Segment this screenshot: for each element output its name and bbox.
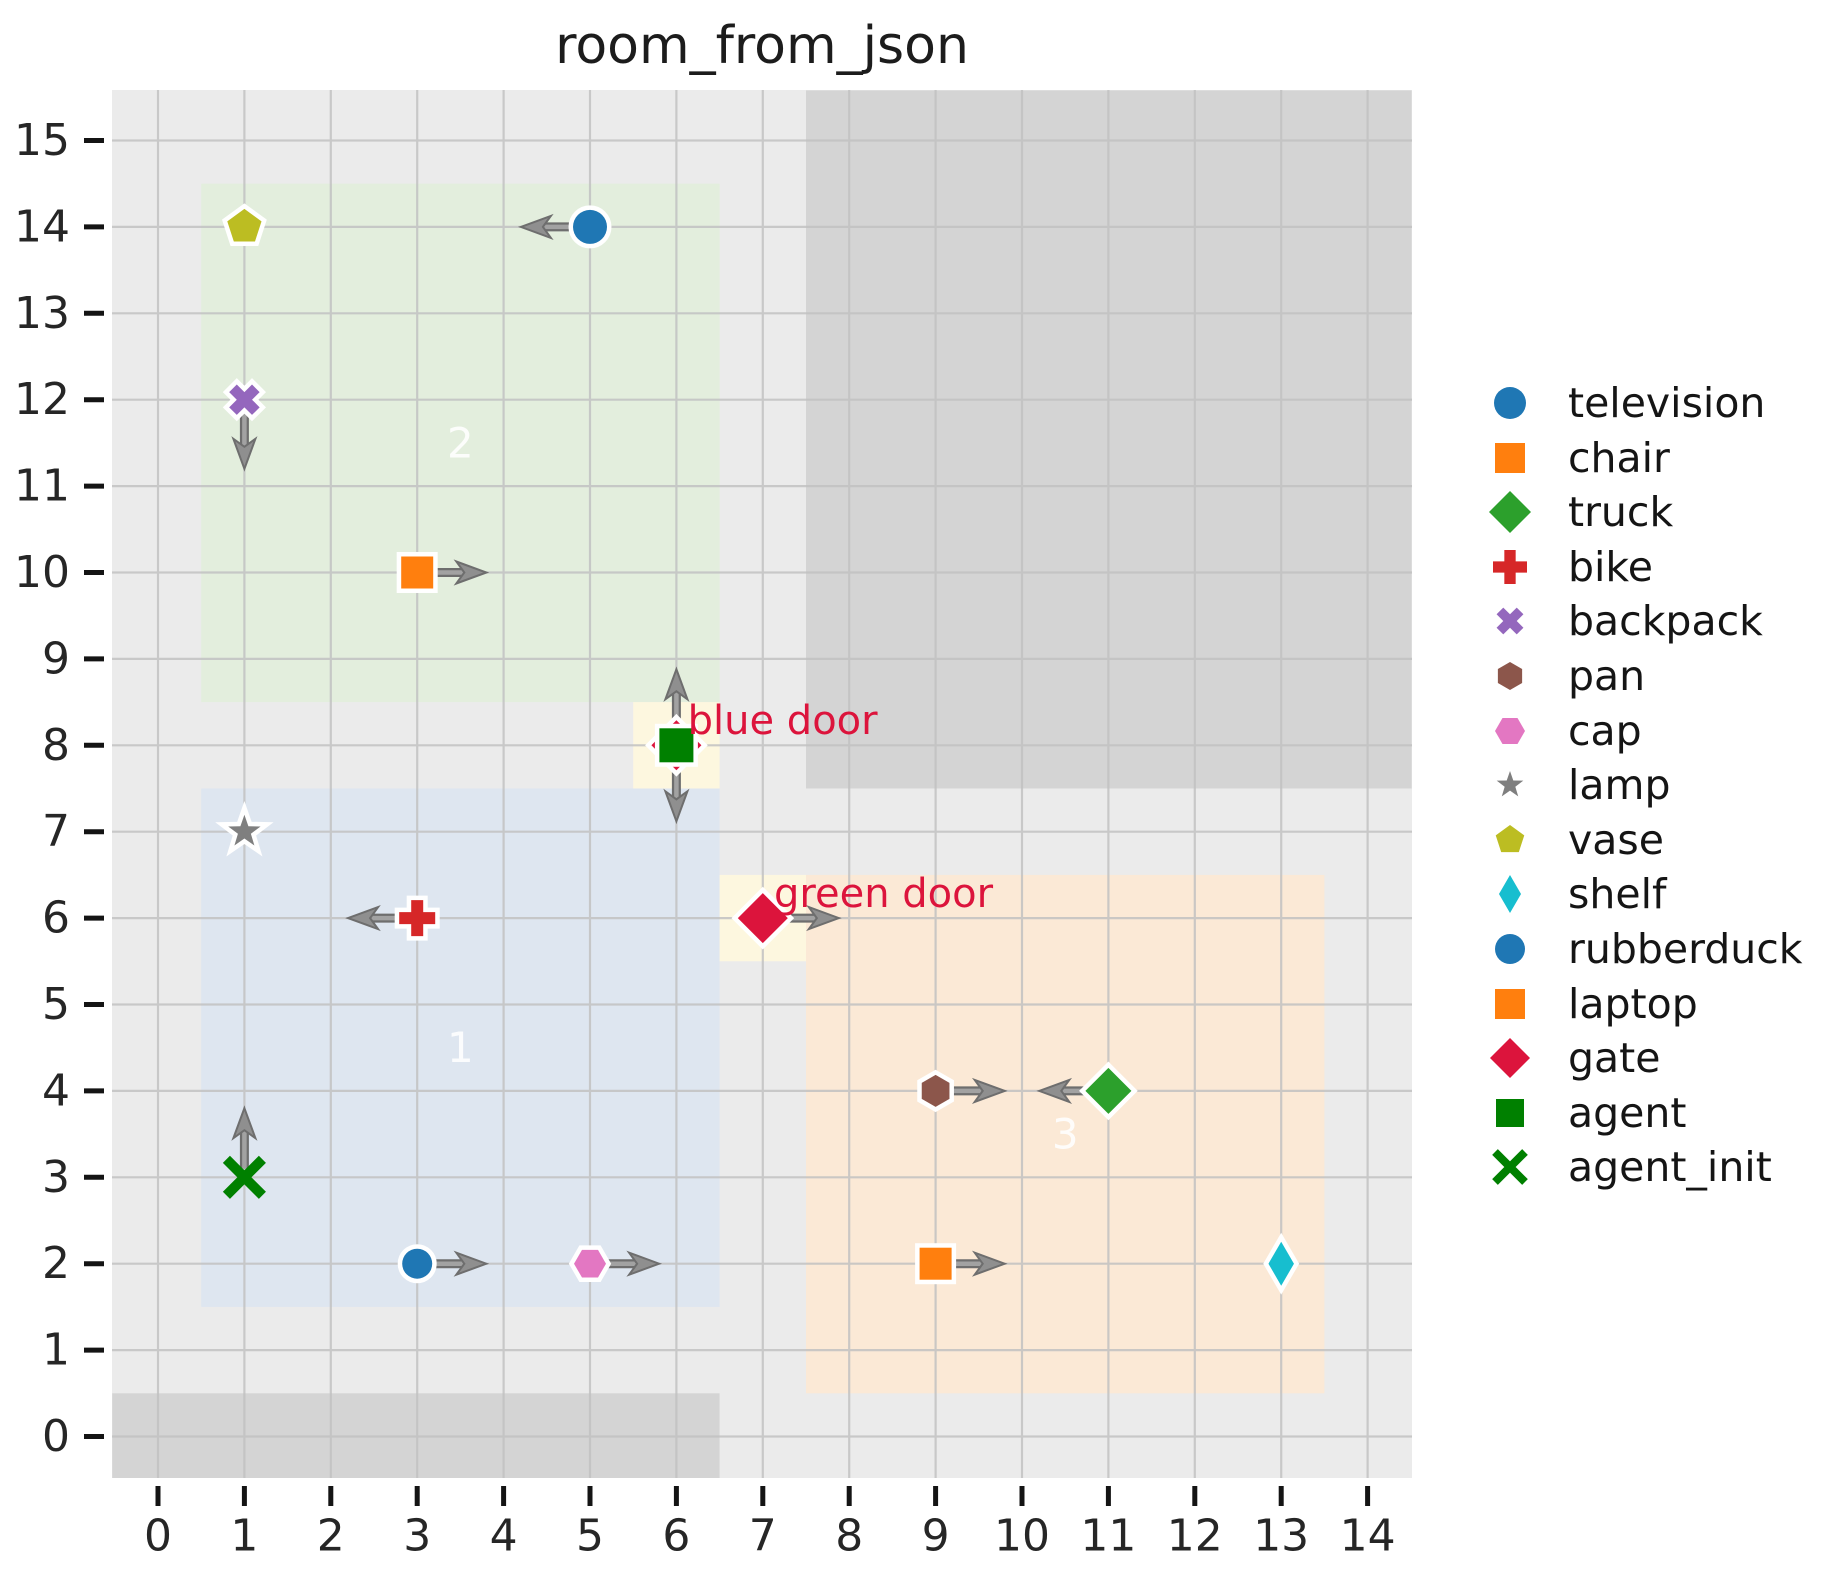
room-3-region [806,874,1325,1394]
television-marker [568,205,612,249]
backpack-arrow [231,408,258,472]
x-tick-label: 11 [1080,1511,1136,1562]
plot-title: room_from_json [555,16,969,76]
vase-marker [221,203,267,246]
room-2-region [201,183,720,703]
y-tick-label: 1 [42,1325,70,1376]
y-tick-label: 10 [14,547,70,598]
y-tick-label: 13 [14,288,70,339]
x-tick-label: 3 [403,1511,431,1562]
y-tick-label: 11 [14,461,70,512]
x-tick-label: 14 [1340,1511,1396,1562]
x-tick-label: 4 [490,1511,518,1562]
shelf-marker [1263,1232,1300,1295]
y-tick-label: 8 [42,720,70,771]
lamp-marker [215,800,274,857]
y-tick-label: 14 [14,201,70,252]
x-tick-label: 7 [749,1511,777,1562]
green-door-label: green door [774,871,994,917]
agent-marker [654,723,698,767]
rubberduck-marker [397,1244,437,1284]
y-tick-label: 4 [42,1065,70,1116]
room-1-region [201,788,720,1307]
x-tick-label: 0 [144,1511,172,1562]
x-tick-label: 13 [1253,1511,1309,1562]
agent_init-marker [222,1155,266,1199]
x-tick-label: 1 [230,1511,258,1562]
y-tick-label: 7 [42,806,70,857]
x-tick-label: 6 [662,1511,690,1562]
truck-marker [1079,1061,1138,1121]
y-tick-label: 6 [42,893,70,944]
y-tick-label: 3 [42,1152,70,1203]
blue-door-label: blue door [688,698,879,744]
green-door-marker [731,886,795,950]
x-tick-label: 10 [994,1511,1050,1562]
cap-marker [568,1245,612,1283]
x-tick-label: 8 [835,1511,863,1562]
y-tick-label: 12 [14,374,70,425]
y-tick-label: 15 [14,115,70,166]
room-1-label: 1 [447,1023,474,1072]
backpack-marker [222,378,266,422]
laptop-marker [915,1243,957,1285]
x-tick-label: 5 [576,1511,604,1562]
y-tick-label: 0 [42,1411,70,1462]
room-3-label: 3 [1052,1110,1079,1159]
y-tick-label: 5 [42,979,70,1030]
bike-marker [394,895,440,941]
tick-marks [84,138,1371,1506]
pan-marker [917,1069,954,1113]
x-tick-label: 12 [1167,1511,1223,1562]
y-tick-label: 9 [42,633,70,684]
agent_init-arrow [231,1105,258,1169]
x-tick-label: 9 [922,1511,950,1562]
room-2-label: 2 [447,418,474,467]
y-tick-label: 2 [42,1238,70,1289]
x-tick-label: 2 [317,1511,345,1562]
chair-marker [396,552,438,593]
